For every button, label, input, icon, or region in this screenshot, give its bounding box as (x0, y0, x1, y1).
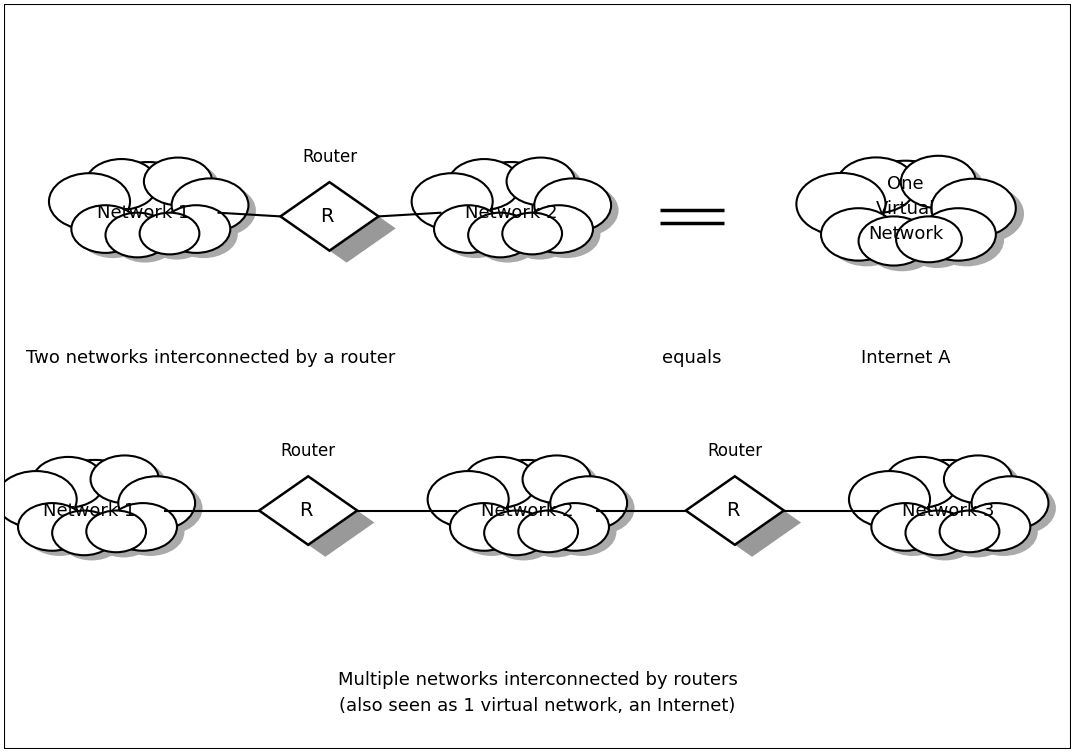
Text: equals: equals (662, 349, 722, 367)
Polygon shape (298, 194, 396, 263)
Circle shape (85, 159, 158, 209)
Circle shape (901, 156, 976, 209)
Text: Router: Router (281, 442, 335, 460)
Circle shape (118, 477, 195, 530)
Circle shape (105, 212, 170, 258)
Circle shape (534, 178, 611, 232)
Polygon shape (703, 488, 801, 556)
Circle shape (859, 216, 929, 266)
Text: Network 1: Network 1 (43, 501, 135, 520)
Text: Multiple networks interconnected by routers
(also seen as 1 virtual network, an : Multiple networks interconnected by rout… (338, 671, 737, 715)
Circle shape (885, 457, 958, 508)
Polygon shape (259, 477, 357, 544)
Polygon shape (686, 477, 784, 544)
Circle shape (931, 178, 1016, 238)
Circle shape (475, 460, 578, 532)
Circle shape (97, 162, 199, 233)
Circle shape (849, 471, 930, 528)
Circle shape (836, 157, 916, 213)
Circle shape (849, 160, 962, 239)
Text: Two networks interconnected by a router: Two networks interconnected by a router (26, 349, 395, 367)
Circle shape (434, 206, 502, 253)
Circle shape (897, 216, 962, 262)
Circle shape (469, 212, 532, 258)
Circle shape (522, 456, 591, 503)
Text: Network 2: Network 2 (481, 501, 573, 520)
Text: Network 2: Network 2 (464, 203, 557, 221)
Polygon shape (276, 488, 374, 556)
Circle shape (86, 511, 146, 552)
Circle shape (962, 503, 1030, 550)
Circle shape (162, 206, 230, 253)
Polygon shape (281, 182, 378, 251)
Circle shape (172, 178, 248, 232)
Circle shape (518, 511, 578, 552)
Circle shape (905, 511, 970, 555)
Text: One
Virtual
Network: One Virtual Network (868, 175, 943, 243)
Circle shape (460, 162, 562, 233)
Text: Network 1: Network 1 (97, 203, 189, 221)
Circle shape (448, 159, 520, 209)
Circle shape (506, 157, 575, 206)
Circle shape (53, 511, 116, 555)
Circle shape (897, 460, 1000, 532)
Circle shape (18, 503, 86, 550)
Text: Network 3: Network 3 (902, 501, 994, 520)
Text: Router: Router (302, 148, 357, 166)
Circle shape (541, 503, 608, 550)
Circle shape (872, 503, 940, 550)
Circle shape (940, 511, 1000, 552)
Circle shape (502, 212, 562, 255)
Circle shape (821, 209, 897, 261)
Circle shape (412, 173, 492, 230)
Circle shape (484, 511, 548, 555)
Circle shape (550, 477, 627, 530)
Text: R: R (299, 501, 313, 520)
Circle shape (49, 173, 130, 230)
Circle shape (525, 206, 593, 253)
Circle shape (0, 471, 76, 528)
Text: R: R (726, 501, 740, 520)
Circle shape (921, 209, 995, 261)
Circle shape (140, 212, 199, 255)
Text: Router: Router (707, 442, 762, 460)
Circle shape (797, 173, 886, 235)
Circle shape (972, 477, 1048, 530)
Circle shape (90, 456, 159, 503)
Circle shape (428, 471, 508, 528)
Text: R: R (320, 207, 334, 226)
Circle shape (450, 503, 518, 550)
Circle shape (44, 460, 146, 532)
Circle shape (464, 457, 536, 508)
Circle shape (71, 206, 140, 253)
Circle shape (944, 456, 1013, 503)
Circle shape (32, 457, 104, 508)
Circle shape (109, 503, 177, 550)
Text: Internet A: Internet A (861, 349, 950, 367)
Circle shape (144, 157, 212, 206)
